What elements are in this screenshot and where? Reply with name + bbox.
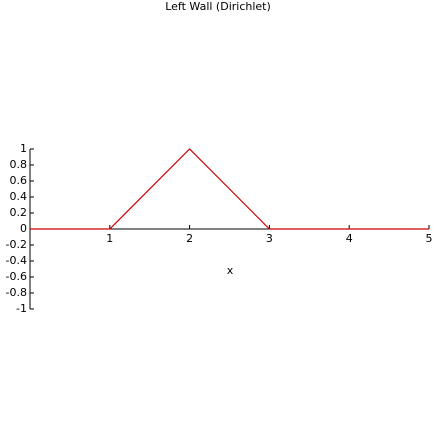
chart-title: Left Wall (Dirichlet) <box>165 0 271 13</box>
y-tick-label: -0.6 <box>6 270 27 283</box>
y-tick-label: 0.4 <box>10 190 28 203</box>
y-tick-label: 0.2 <box>10 206 28 219</box>
x-tick-label: 2 <box>186 232 193 245</box>
y-tick-label: -0.8 <box>6 286 27 299</box>
y-tick-label: 0.8 <box>10 158 28 171</box>
y-tick-label: -1 <box>16 302 27 315</box>
y-tick-label: -0.2 <box>6 238 27 251</box>
x-tick-label: 4 <box>346 232 353 245</box>
x-tick-label: 5 <box>426 232 433 245</box>
y-tick-label: 0 <box>20 222 27 235</box>
y-tick-label: 1 <box>20 142 27 155</box>
x-tick-label: 1 <box>106 232 113 245</box>
x-axis-label: x <box>227 264 234 277</box>
y-tick-label: 0.6 <box>10 174 28 187</box>
y-tick-label: -0.4 <box>6 254 27 267</box>
x-tick-label: 3 <box>266 232 273 245</box>
data-line <box>30 148 429 230</box>
